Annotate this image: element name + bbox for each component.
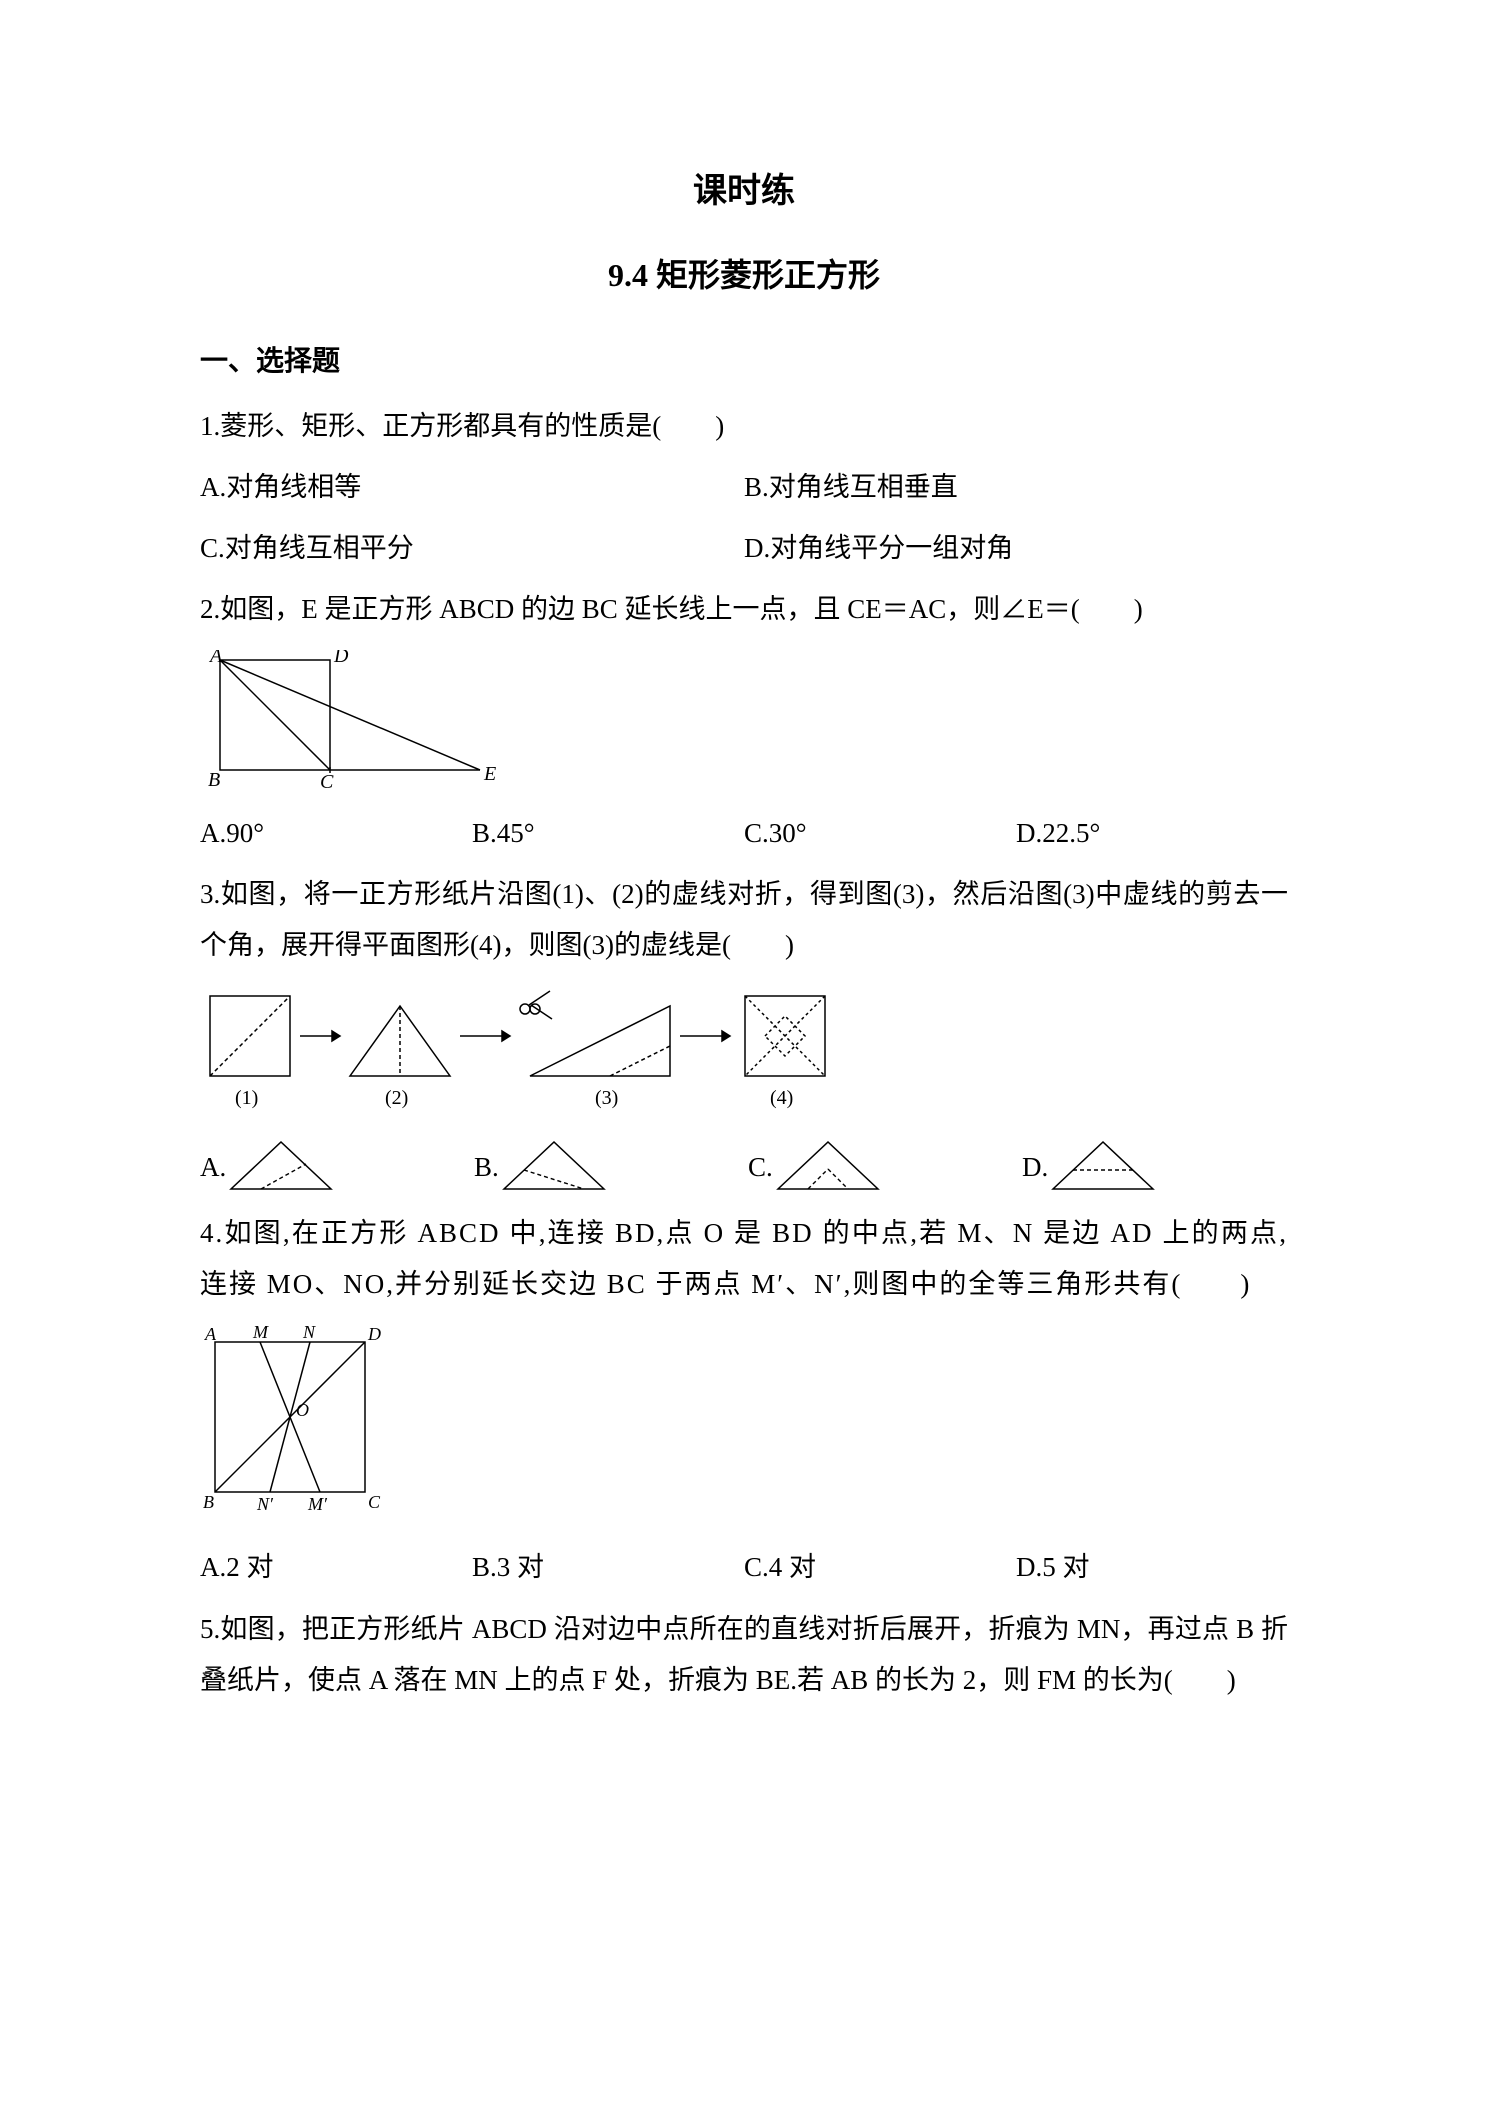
svg-text:A: A [204,1324,217,1344]
q2-optB: B.45° [472,808,744,859]
q4-optC: C.4 对 [744,1542,1016,1593]
svg-text:N: N [302,1324,316,1342]
svg-text:(1): (1) [235,1087,258,1109]
section-heading: 一、选择题 [200,335,1288,388]
svg-text:(4): (4) [770,1087,793,1109]
q1-stem: 1.菱形、矩形、正方形都具有的性质是( ) [200,401,1288,452]
svg-text:B: B [208,769,220,790]
q3-figure: (1) (2) (3) (4) [200,986,1288,1116]
svg-text:C: C [368,1492,381,1512]
q3-optD-label: D. [1022,1142,1048,1193]
svg-text:O: O [296,1400,309,1420]
q3-optB-label: B. [474,1142,499,1193]
q3-optC-label: C. [748,1142,773,1193]
q1-options-row2: C.对角线互相平分 D.对角线平分一组对角 [200,523,1288,574]
svg-text:(3): (3) [595,1087,618,1109]
q1-optB: B.对角线互相垂直 [744,462,1288,513]
q2-figure: A D B C E [200,650,1288,790]
q2-options: A.90° B.45° C.30° D.22.5° [200,808,1288,859]
q1-optA: A.对角线相等 [200,462,744,513]
q3-optB-icon [499,1134,609,1194]
q3-optA-label: A. [200,1142,226,1193]
q2-stem: 2.如图，E 是正方形 ABCD 的边 BC 延长线上一点，且 CE＝AC，则∠… [200,584,1288,635]
chapter-title: 9.4 矩形菱形正方形 [200,245,1288,306]
q1-options-row1: A.对角线相等 B.对角线互相垂直 [200,462,1288,513]
svg-text:B: B [203,1492,214,1512]
svg-text:M′: M′ [307,1494,328,1514]
q2-optD: D.22.5° [1016,808,1288,859]
q3-optD-icon [1048,1134,1158,1194]
q1-optD: D.对角线平分一组对角 [744,523,1288,574]
q4-optA: A.2 对 [200,1542,472,1593]
svg-text:E: E [483,763,496,785]
q4-optB: B.3 对 [472,1542,744,1593]
q3-stem: 3.如图，将一正方形纸片沿图(1)、(2)的虚线对折，得到图(3)，然后沿图(3… [200,869,1288,972]
svg-text:D: D [367,1324,381,1344]
svg-text:D: D [333,650,349,667]
svg-text:A: A [208,650,223,667]
q3-options: A. B. C. D. [200,1134,1288,1194]
q4-optD: D.5 对 [1016,1542,1288,1593]
page-title: 课时练 [200,160,1288,225]
q2-optA: A.90° [200,808,472,859]
svg-text:M: M [252,1324,269,1342]
q4-stem: 4.如图,在正方形 ABCD 中,连接 BD,点 O 是 BD 的中点,若 M、… [200,1208,1288,1311]
q2-optC: C.30° [744,808,1016,859]
q1-optC: C.对角线互相平分 [200,523,744,574]
svg-text:C: C [320,771,334,790]
svg-text:N′: N′ [256,1494,274,1514]
svg-text:(2): (2) [385,1087,408,1109]
q3-optC-icon [773,1134,883,1194]
q5-stem: 5.如图，把正方形纸片 ABCD 沿对边中点所在的直线对折后展开，折痕为 MN，… [200,1604,1288,1707]
q4-figure: A M N D B N′ M′ C O [200,1324,1288,1524]
q4-options: A.2 对 B.3 对 C.4 对 D.5 对 [200,1542,1288,1593]
q3-optA-icon [226,1134,336,1194]
